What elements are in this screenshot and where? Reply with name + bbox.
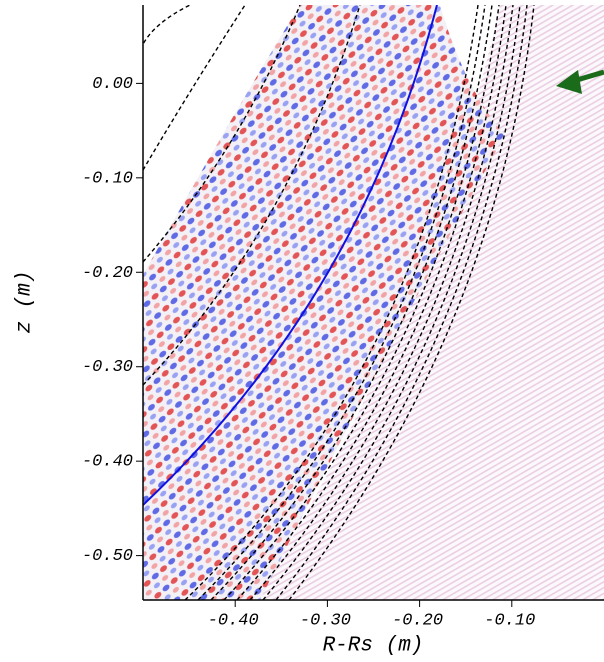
flux-surface [143,5,361,386]
flux-surface [210,5,493,600]
flux-surface [262,5,521,600]
flux-surface [197,5,486,600]
flux-surface [143,5,301,263]
y-axis-label: z (m) [14,270,37,333]
flux-surface [143,5,246,171]
x-tick-label: -0.30 [300,611,351,630]
x-axis-label: R-Rs (m) [323,635,424,658]
antenna-arrow [556,69,604,94]
x-tick-label: -0.10 [484,611,535,630]
x-tick-label: -0.20 [392,611,443,630]
y-tick-label: -0.40 [82,453,133,472]
flux-surface [288,5,535,600]
y-tick-label: 0.00 [92,75,133,94]
flux-surface [143,5,191,90]
flux-surface [223,5,500,600]
flux-surface [275,5,528,600]
field [143,5,604,600]
y-tick-label: -0.20 [82,264,133,283]
x-tick-label: -0.40 [208,611,259,630]
flux-surface [249,5,514,600]
resonance-curve [143,5,438,506]
y-tick-label: -0.30 [82,358,133,377]
y-tick-label: -0.50 [82,547,133,566]
flux-surface [236,5,507,600]
y-tick-label: -0.10 [82,169,133,188]
flux-surface [184,5,479,600]
